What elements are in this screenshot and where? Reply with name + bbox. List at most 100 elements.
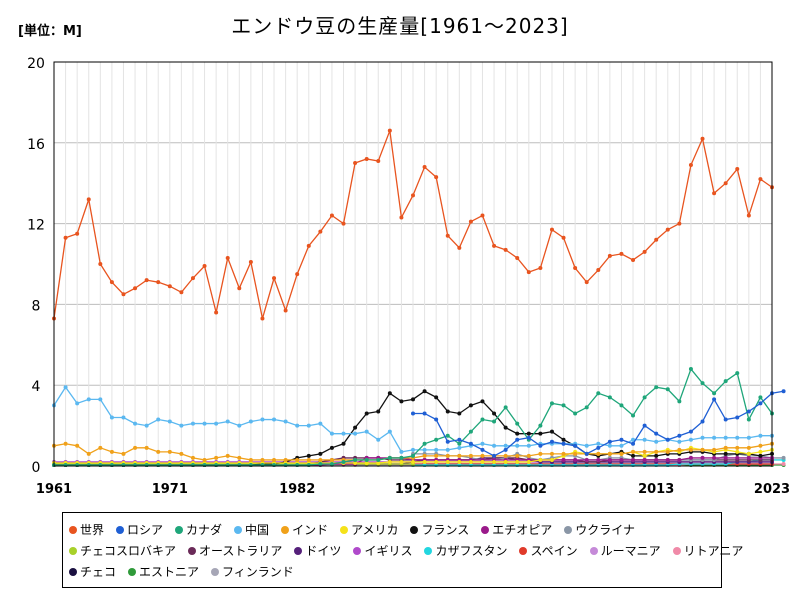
data-point xyxy=(688,429,693,434)
data-point xyxy=(735,449,740,454)
data-point xyxy=(584,405,589,410)
data-point xyxy=(422,389,427,394)
legend: 世界 ロシア カナダ 中国 インド アメリカ フランス エチオピア ウクライナ チェコスロバキア オ… xyxy=(62,512,743,588)
data-point xyxy=(457,245,462,250)
data-point xyxy=(712,447,717,452)
legend-item: チェコ xyxy=(69,563,116,580)
legend-item: チェコスロバキア xyxy=(69,542,176,559)
data-point xyxy=(654,449,659,454)
data-point xyxy=(619,251,624,256)
data-point xyxy=(607,439,612,444)
legend-item: カザフスタン xyxy=(424,542,507,559)
data-point xyxy=(434,395,439,400)
data-point xyxy=(596,445,601,450)
data-point xyxy=(353,431,358,436)
data-point xyxy=(63,235,68,240)
data-point xyxy=(515,453,520,458)
data-point xyxy=(156,280,161,285)
data-point xyxy=(167,419,172,424)
data-point xyxy=(144,423,149,428)
data-point xyxy=(607,451,612,456)
data-point xyxy=(422,459,427,464)
data-point xyxy=(457,437,462,442)
data-point xyxy=(422,453,427,458)
data-point xyxy=(480,399,485,404)
data-point xyxy=(677,433,682,438)
data-point xyxy=(121,451,126,456)
data-point xyxy=(156,449,161,454)
line-chart: 0 4 8 12 16 20 1961 1971 1982 1992 2002 2013 2023 xyxy=(27,56,790,497)
data-point xyxy=(677,457,682,462)
y-tick-label: 16 xyxy=(27,137,45,153)
data-point xyxy=(457,453,462,458)
y-tick-label: 20 xyxy=(27,56,45,72)
data-point xyxy=(422,441,427,446)
legend-item: リトアニア xyxy=(672,542,743,559)
data-point xyxy=(573,457,578,462)
data-point xyxy=(665,457,670,462)
data-point xyxy=(503,405,508,410)
y-tick-label: 4 xyxy=(32,379,41,395)
data-point xyxy=(445,233,450,238)
data-point xyxy=(260,457,265,462)
data-point xyxy=(654,457,659,462)
data-point xyxy=(411,447,415,452)
data-point xyxy=(607,457,612,462)
data-point xyxy=(434,175,439,180)
legend-marker xyxy=(188,546,197,555)
data-point xyxy=(654,431,659,436)
data-point xyxy=(746,445,751,450)
data-point xyxy=(665,227,670,232)
data-point xyxy=(515,443,520,448)
data-point xyxy=(515,437,520,442)
data-point xyxy=(573,451,578,456)
plot-frame xyxy=(53,61,773,467)
data-point xyxy=(584,280,589,285)
data-point xyxy=(723,417,728,422)
legend-marker xyxy=(294,546,303,555)
data-point xyxy=(735,435,740,440)
data-point xyxy=(434,453,439,458)
legend-label: オーストラリア xyxy=(199,544,283,558)
data-point xyxy=(144,278,149,283)
series-ロシア xyxy=(411,389,786,458)
data-point xyxy=(642,395,647,400)
data-point xyxy=(677,439,682,444)
legend-label: エストニア xyxy=(139,565,200,579)
data-point xyxy=(341,221,346,226)
data-point xyxy=(631,413,636,418)
data-point xyxy=(225,453,230,458)
legend-item: エストニア xyxy=(128,563,199,580)
data-point xyxy=(549,457,554,462)
series-インド xyxy=(52,441,774,462)
data-point xyxy=(133,445,138,450)
data-point xyxy=(86,397,91,402)
data-point xyxy=(376,437,381,442)
data-point xyxy=(179,290,184,295)
data-point xyxy=(179,451,184,456)
data-point xyxy=(387,459,392,464)
data-point xyxy=(248,419,253,424)
data-point xyxy=(538,423,543,428)
data-point xyxy=(596,457,601,462)
data-point xyxy=(457,445,462,450)
data-point xyxy=(515,421,520,426)
data-point xyxy=(607,395,612,400)
data-point xyxy=(642,437,647,442)
legend-marker xyxy=(519,546,528,555)
data-point xyxy=(631,457,636,462)
data-point xyxy=(607,253,612,258)
data-point xyxy=(353,460,358,465)
data-point xyxy=(712,397,717,402)
data-point xyxy=(353,425,358,430)
legend-marker xyxy=(410,525,419,534)
data-point xyxy=(329,445,334,450)
x-tick-label: 2013 xyxy=(638,482,674,497)
data-point xyxy=(526,270,531,275)
data-point xyxy=(318,461,323,466)
y-tick-label: 0 xyxy=(32,460,41,476)
data-point xyxy=(758,401,763,406)
data-point xyxy=(109,280,114,285)
data-point xyxy=(549,451,554,456)
data-point xyxy=(260,417,265,422)
